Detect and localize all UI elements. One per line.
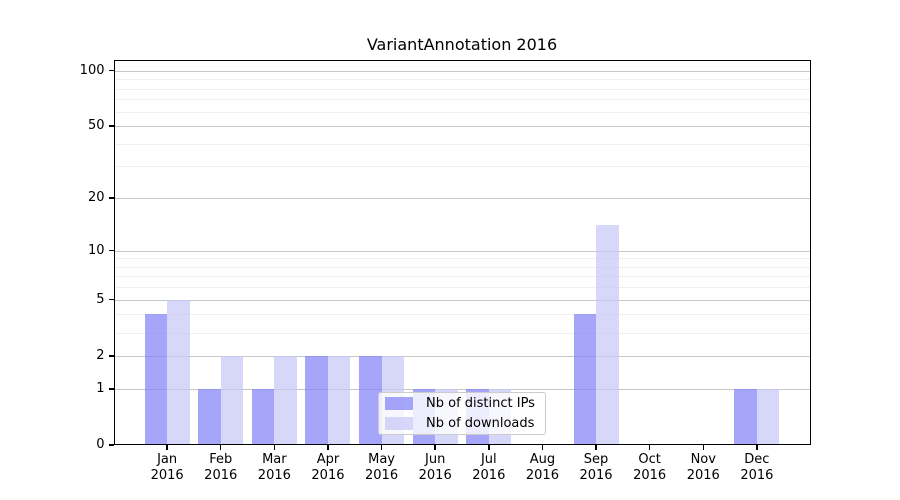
- bar-nb-of-distinct-ips-dec: [734, 388, 757, 445]
- y-axis-tick-mark: [108, 355, 114, 357]
- x-axis-tick-label-month: Aug: [529, 452, 556, 467]
- x-axis-tick-mark: [541, 445, 544, 450]
- x-axis-tick-mark: [648, 445, 651, 450]
- bar-nb-of-downloads-feb: [220, 355, 244, 445]
- bar-nb-of-distinct-ips-jan: [144, 314, 168, 445]
- y-axis-tick-label: 2: [96, 347, 105, 363]
- x-axis-tick-label-month: Dec: [744, 452, 770, 467]
- x-axis-tick-label-year: 2016: [257, 468, 291, 483]
- bar-nb-of-distinct-ips-may: [359, 355, 382, 445]
- bar-nb-of-distinct-ips-sep: [573, 314, 597, 445]
- x-axis-tick-mark: [380, 445, 383, 450]
- x-axis-tick-label-year: 2016: [740, 468, 774, 483]
- y-axis-tick-label: 20: [87, 190, 105, 206]
- x-axis-tick-label-month: Oct: [638, 452, 661, 467]
- x-axis-tick-label-month: Jan: [157, 452, 178, 467]
- x-axis-tick-mark: [756, 445, 758, 450]
- gridline-minor: [113, 332, 811, 334]
- x-axis-tick-label-year: 2016: [633, 468, 667, 483]
- x-axis-tick-label-year: 2016: [472, 468, 506, 483]
- x-axis-tick-mark: [434, 445, 436, 450]
- y-axis-tick-mark: [108, 298, 114, 301]
- bar-nb-of-downloads-jan: [167, 299, 190, 445]
- bar-nb-of-downloads-sep: [596, 225, 619, 445]
- x-axis-tick-label-year: 2016: [204, 468, 238, 483]
- gridline-major: [113, 126, 811, 128]
- gridline-minor: [113, 314, 811, 316]
- y-axis-tick-mark: [108, 388, 114, 390]
- x-axis-tick-label-month: Feb: [209, 452, 233, 467]
- x-axis-tick-label-month: Jun: [425, 452, 446, 467]
- legend-item: Nb of distinct IPs: [385, 397, 545, 410]
- y-axis-tick-label: 1: [96, 380, 105, 396]
- gridline-major: [113, 388, 811, 390]
- gridline-major: [113, 355, 811, 357]
- y-axis-tick-label: 50: [87, 118, 105, 134]
- gridline-minor: [113, 111, 811, 113]
- y-axis-tick-mark: [108, 69, 114, 72]
- plot-area: [113, 60, 811, 445]
- y-axis-tick-mark: [108, 444, 114, 446]
- y-axis-tick-label: 5: [96, 291, 105, 307]
- x-axis-tick-mark: [166, 445, 168, 450]
- bar-nb-of-distinct-ips-apr: [305, 355, 328, 445]
- x-axis-tick-label-month: Jul: [480, 452, 497, 467]
- legend-label: Nb of downloads: [426, 416, 535, 431]
- x-axis-tick-label-year: 2016: [311, 468, 345, 483]
- y-axis-tick-label: 10: [87, 242, 105, 258]
- gridline-minor: [113, 276, 811, 278]
- x-axis-tick-mark: [595, 445, 597, 450]
- bar-nb-of-downloads-mar: [274, 355, 297, 445]
- gridline-minor: [113, 166, 811, 168]
- x-axis-tick-label-month: Apr: [316, 452, 340, 467]
- x-axis-tick-label-year: 2016: [686, 468, 720, 483]
- gridline-major: [113, 250, 811, 252]
- x-axis-tick-mark: [219, 445, 222, 450]
- x-axis-tick-mark: [327, 445, 329, 450]
- bar-nb-of-distinct-ips-mar: [251, 388, 275, 445]
- x-axis-tick-label-year: 2016: [525, 468, 559, 483]
- gridline-minor: [113, 88, 811, 90]
- bar-nb-of-downloads-apr: [327, 355, 351, 445]
- gridline-minor: [113, 79, 811, 81]
- gridline-minor: [113, 287, 811, 289]
- x-axis-tick-label-month: Nov: [690, 452, 716, 467]
- gridline-minor: [113, 143, 811, 145]
- legend: Nb of distinct IPs Nb of downloads: [378, 392, 546, 435]
- legend-item: Nb of downloads: [385, 417, 545, 430]
- y-axis-tick-mark: [108, 125, 114, 127]
- y-axis-tick-label: 0: [96, 437, 105, 452]
- legend-label: Nb of distinct IPs: [426, 396, 535, 411]
- gridline-minor: [113, 266, 811, 268]
- x-axis-tick-label-year: 2016: [150, 468, 184, 483]
- bar-nb-of-distinct-ips-feb: [198, 388, 221, 445]
- x-axis-tick-label-month: Mar: [262, 452, 287, 467]
- x-axis-tick-label-year: 2016: [365, 468, 399, 483]
- gridline-major: [113, 198, 811, 200]
- legend-swatch-downloads-icon: [385, 417, 413, 430]
- gridline-major: [113, 70, 811, 72]
- gridline-major: [113, 299, 811, 301]
- y-axis-tick-mark: [108, 197, 114, 199]
- x-axis-tick-mark: [273, 445, 276, 450]
- x-axis-tick-label-month: Sep: [583, 452, 609, 467]
- x-axis-tick-label-year: 2016: [579, 468, 613, 483]
- legend-swatch-distinct-ips-icon: [385, 397, 413, 410]
- x-axis-tick-label-year: 2016: [418, 468, 452, 483]
- gridline-minor: [113, 258, 811, 260]
- x-axis-tick-mark: [702, 445, 705, 450]
- y-axis-tick-label: 100: [79, 62, 105, 78]
- x-axis-tick-mark: [488, 445, 490, 450]
- bar-nb-of-downloads-dec: [756, 388, 780, 445]
- y-axis-tick-mark: [108, 249, 114, 252]
- gridline-minor: [113, 99, 811, 101]
- x-axis-tick-label-month: May: [368, 452, 395, 467]
- chart-title: VariantAnnotation 2016: [366, 35, 558, 54]
